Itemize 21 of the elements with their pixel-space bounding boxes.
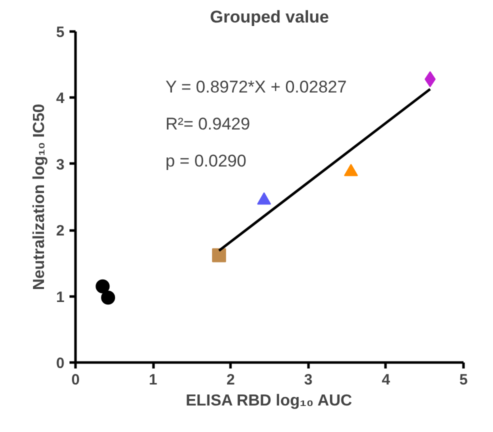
y-tick-label: 5 — [56, 24, 64, 41]
y-tick-label: 0 — [56, 355, 64, 372]
y-tick-label: 1 — [56, 288, 64, 306]
annotation: R²= 0.9429 — [166, 114, 250, 134]
point — [212, 248, 226, 262]
x-tick-label: 3 — [304, 372, 312, 388]
y-tick-label: 4 — [56, 90, 66, 108]
point — [96, 279, 110, 294]
x-tick-label: 5 — [459, 372, 468, 388]
x-axis-title: ELISA RBD log₁₀ AUC — [186, 392, 353, 410]
y-tick-label: 2 — [56, 222, 64, 240]
x-tick-label: 1 — [148, 372, 158, 388]
point — [101, 290, 116, 305]
x-tick-label: 2 — [226, 372, 235, 388]
chart-title: Grouped value — [210, 8, 330, 26]
y-tick-label: 3 — [56, 156, 64, 174]
x-tick-label: 4 — [382, 372, 391, 388]
annotation: p = 0.0290 — [166, 152, 246, 170]
annotation: Y = 0.8972*X + 0.02827 — [166, 78, 347, 96]
y-axis-title: Neutralization log₁₀ IC50 — [31, 104, 48, 290]
x-tick-label: 0 — [71, 372, 80, 388]
